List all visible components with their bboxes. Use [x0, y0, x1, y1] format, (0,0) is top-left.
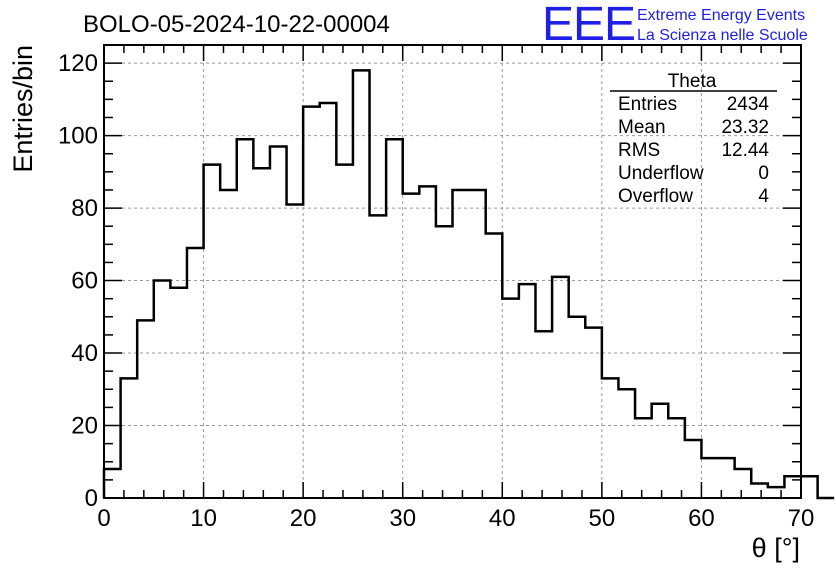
y-tick-label: 60: [71, 268, 98, 295]
y-tick-label: 80: [71, 195, 98, 222]
chart-title: BOLO-05-2024-10-22-00004: [83, 11, 390, 38]
x-tick-labels: 0 10 20 30 40 50 60 70: [97, 505, 814, 532]
stats-value-underflow: 0: [758, 163, 769, 184]
stats-label-underflow: Underflow: [618, 163, 704, 184]
stats-label-entries: Entries: [618, 94, 677, 115]
x-tick-label: 10: [190, 505, 217, 532]
logo-line2: La Scienza nelle Scuole: [637, 27, 808, 44]
x-tick-label: 50: [589, 505, 616, 532]
stats-box: Theta Entries 2434 Mean 23.32 RMS 12.44 …: [610, 71, 777, 207]
stats-value-rms: 12.44: [721, 140, 769, 161]
y-tick-label: 40: [71, 340, 98, 367]
x-axis-label: θ [°]: [752, 533, 800, 563]
x-tick-label: 60: [688, 505, 715, 532]
x-tick-label: 0: [97, 505, 110, 532]
grid-lines: [104, 45, 801, 498]
x-tick-label: 20: [290, 505, 317, 532]
y-tick-label: 20: [71, 413, 98, 440]
y-tick-label: 100: [58, 123, 98, 150]
y-tick-label: 0: [85, 485, 98, 512]
x-tick-label: 30: [389, 505, 416, 532]
stats-value-entries: 2434: [727, 94, 770, 115]
plot-frame: [103, 44, 802, 499]
y-axis-label: Entries/bin: [8, 45, 38, 173]
y-tick-label: 120: [58, 50, 98, 77]
axis-ticks: [103, 44, 802, 499]
y-tick-labels: 0 20 40 60 80 100 120: [58, 50, 98, 512]
x-tick-label: 40: [489, 505, 516, 532]
stats-value-overflow: 4: [758, 186, 769, 207]
stats-label-mean: Mean: [618, 117, 666, 138]
logo-line1: Extreme Energy Events: [637, 7, 805, 24]
stats-title: Theta: [668, 71, 717, 92]
eee-logo: EEE Extreme Energy Events La Scienza nel…: [542, 0, 808, 51]
stats-label-overflow: Overflow: [618, 186, 693, 207]
histogram-line: [102, 69, 835, 500]
logo-mark: EEE: [542, 0, 635, 51]
stats-label-rms: RMS: [618, 140, 660, 161]
stats-value-mean: 23.32: [721, 117, 769, 138]
x-tick-label: 70: [788, 505, 815, 532]
